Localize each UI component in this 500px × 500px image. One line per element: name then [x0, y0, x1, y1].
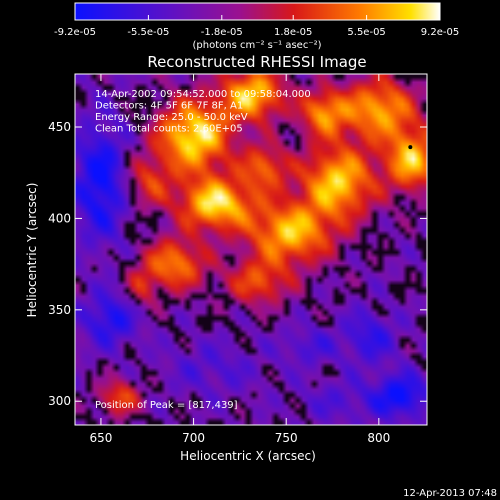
- y-tick-label: 450: [48, 120, 71, 134]
- colorbar-gradient: [74, 2, 441, 21]
- x-tick-label: 700: [182, 431, 205, 445]
- heatmap-image: [75, 74, 427, 425]
- info-line: 14-Apr-2002 09:54:52.000 to 09:58:04.000: [95, 89, 311, 100]
- colorbar-unit-label: (photons cm⁻² s⁻¹ asec⁻²): [192, 40, 321, 51]
- x-tick-label: 650: [89, 431, 112, 445]
- x-axis-label: Heliocentric X (arcsec): [180, 449, 316, 463]
- peak-marker: [408, 145, 413, 150]
- colorbar-tick-label: -1.8e-05: [201, 27, 243, 38]
- footer-timestamp: 12-Apr-2013 07:48: [403, 488, 497, 499]
- colorbar-tick-label: -9.2e-05: [54, 27, 96, 38]
- info-line: Detectors: 4F 5F 6F 7F 8F, A1: [95, 101, 243, 112]
- y-axis-label: Heliocentric Y (arcsec): [25, 183, 39, 318]
- y-tick-label: 300: [48, 394, 71, 408]
- info-overlay: 14-Apr-2002 09:54:52.000 to 09:58:04.000…: [95, 89, 311, 135]
- y-tick-label: 350: [48, 303, 71, 317]
- heatmap-plot: 650 700 750 800 300 350 400 450: [48, 73, 428, 445]
- y-tick-label: 400: [48, 211, 71, 225]
- peak-position-text: Position of Peak = [817,439]: [95, 400, 238, 411]
- axis-ticks: 650 700 750 800 300 350 400 450: [48, 74, 427, 445]
- colorbar-tick-label: -5.5e-05: [127, 27, 169, 38]
- colorbar-tick-label: 9.2e-05: [421, 27, 459, 38]
- info-line: Clean Total counts: 2.60E+05: [95, 124, 243, 135]
- colorbar-tick-label: 5.5e-05: [347, 27, 385, 38]
- x-tick-label: 800: [367, 431, 390, 445]
- colorbar-ticks: -9.2e-05 -5.5e-05 -1.8e-05 1.8e-05 5.5e-05 9.…: [54, 15, 459, 38]
- colorbar: -9.2e-05 -5.5e-05 -1.8e-05 1.8e-05 5.5e-05 9.…: [54, 2, 459, 51]
- chart-title: Reconstructed RHESSI Image: [147, 53, 366, 71]
- info-line: Energy Range: 25.0 - 50.0 keV: [95, 112, 248, 123]
- colorbar-tick-label: 1.8e-05: [274, 27, 312, 38]
- plot-frame: [74, 73, 428, 426]
- x-tick-label: 750: [275, 431, 298, 445]
